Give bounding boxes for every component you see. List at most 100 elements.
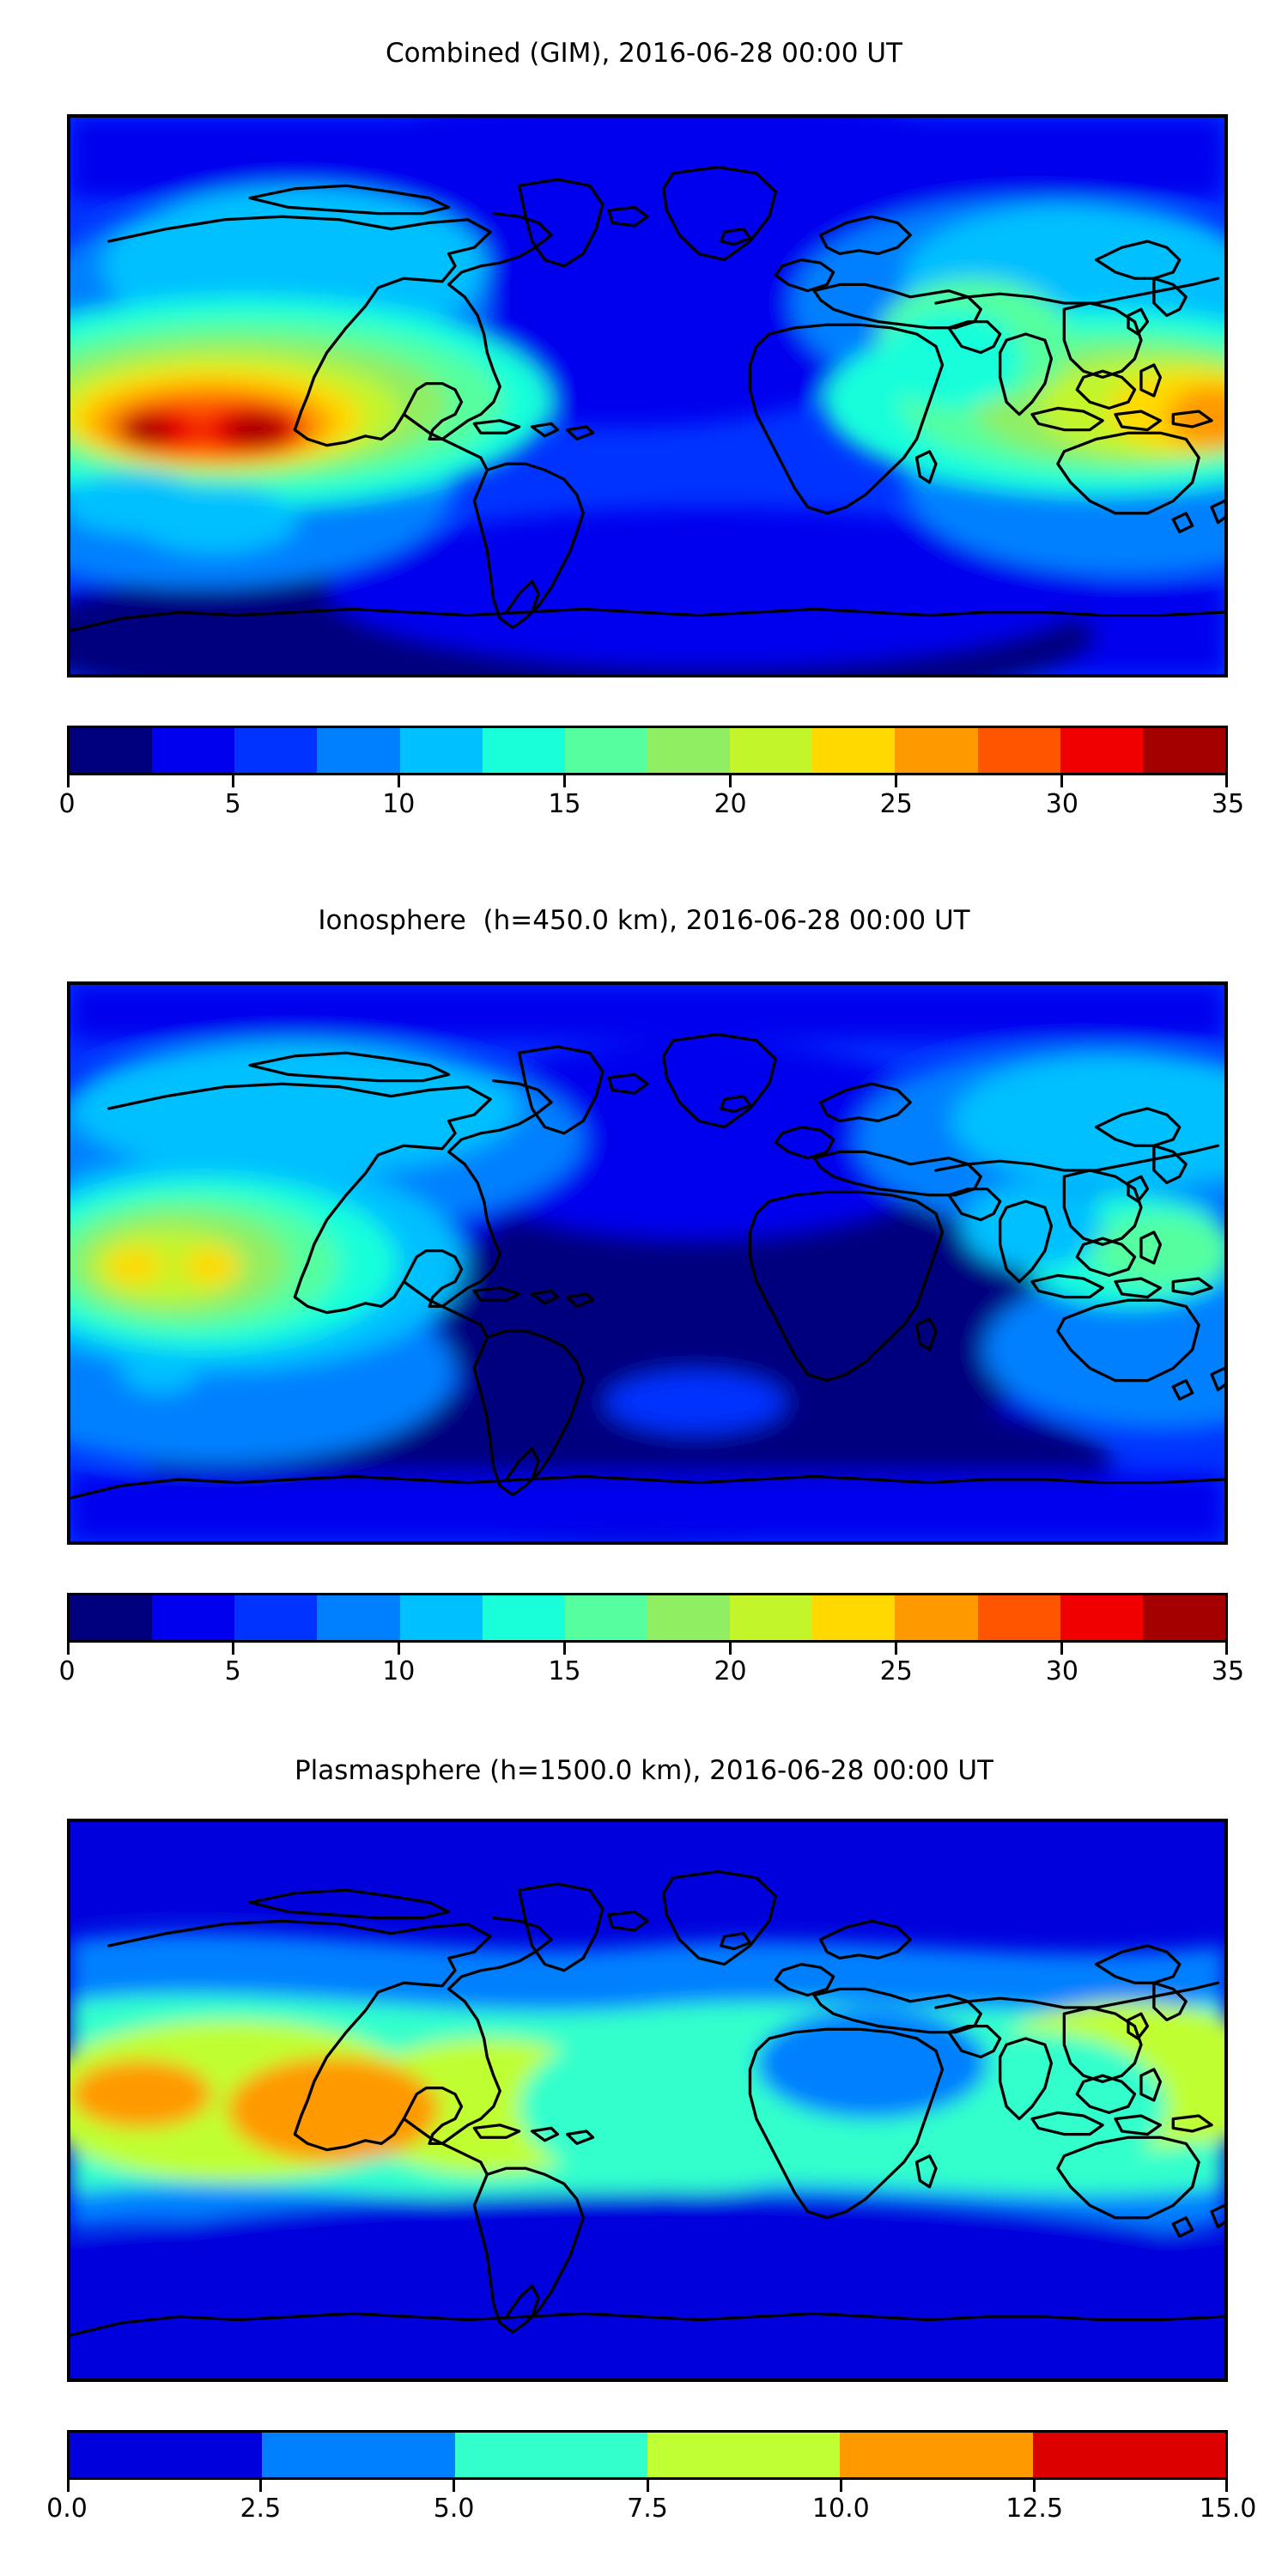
colorbar-plasmasphere-strip [67, 2430, 1228, 2480]
colorbar-plasmasphere: 0.0 2.5 5.0 7.5 10.0 12.5 15.0 [46, 2430, 1256, 2542]
colorbar-segment [70, 2433, 263, 2477]
panel-plasmasphere: Plasmasphere (h=1500.0 km), 2016-06-28 0… [0, 1735, 1288, 2576]
colorbar-tick [1225, 775, 1228, 787]
colorbar-segment [317, 1595, 400, 1640]
map-svg-combined [70, 118, 1224, 674]
colorbar-tick [562, 1643, 566, 1655]
colorbar-tick [1225, 2480, 1228, 2492]
panel-title-ionosphere: Ionosphere (h=450.0 km), 2016-06-28 00:0… [318, 905, 970, 936]
colorbar-segment [564, 1595, 647, 1640]
colorbar-tick-label: 25 [879, 789, 913, 819]
colorbar-tick [1060, 1643, 1064, 1655]
colorbar-tick-label: 0 [58, 1656, 76, 1686]
map-svg-ionosphere [70, 985, 1224, 1541]
colorbar-tick [1033, 2480, 1036, 2492]
colorbar-segment [730, 728, 813, 773]
colorbar-tick-label: 35 [1211, 1656, 1245, 1686]
colorbar-segment [152, 1595, 235, 1640]
map-plasmasphere [67, 1819, 1228, 2382]
colorbar-tick-label: 2.5 [240, 2494, 282, 2524]
colorbar-tick-label: 0 [58, 789, 76, 819]
colorbar-tick [895, 1643, 898, 1655]
colorbar-tick-label: 15.0 [1199, 2494, 1257, 2524]
colorbar-plasmasphere-axis: 0.0 2.5 5.0 7.5 10.0 12.5 15.0 [46, 2480, 1256, 2540]
colorbar-segment [812, 728, 896, 773]
colorbar-segment [317, 728, 400, 773]
colorbar-tick [397, 775, 400, 787]
panel-ionosphere: Ionosphere (h=450.0 km), 2016-06-28 00:0… [0, 867, 1288, 1735]
colorbar-segment [482, 1595, 565, 1640]
colorbar-segment [234, 728, 318, 773]
colorbar-segment [399, 1595, 483, 1640]
colorbar-tick-label: 5 [224, 1656, 241, 1686]
colorbar-tick [646, 2480, 649, 2492]
colorbar-segment [234, 1595, 318, 1640]
colorbar-tick [1060, 775, 1064, 787]
colorbar-combined-axis: 0 5 10 15 20 25 30 35 [58, 775, 1244, 835]
colorbar-segment [482, 728, 565, 773]
colorbar-tick-label: 10 [382, 789, 416, 819]
colorbar-tick [397, 1643, 400, 1655]
colorbar-tick-label: 5.0 [433, 2494, 475, 2524]
colorbar-segment [152, 728, 235, 773]
colorbar-segment [1060, 728, 1143, 773]
colorbar-tick [729, 1643, 732, 1655]
colorbar-tick-label: 5 [224, 789, 241, 819]
colorbar-tick [67, 1643, 70, 1655]
map-svg-plasmasphere [70, 1822, 1224, 2379]
colorbar-tick [729, 775, 732, 787]
colorbar-tick-label: 30 [1045, 1656, 1078, 1686]
colorbar-tick-label: 20 [714, 1656, 747, 1686]
colorbar-tick-label: 30 [1045, 789, 1078, 819]
colorbar-tick [67, 2480, 70, 2492]
colorbar-segment [399, 728, 483, 773]
colorbar-combined-strip [67, 726, 1228, 775]
colorbar-combined: 0 5 10 15 20 25 30 35 [58, 726, 1244, 837]
colorbar-tick [231, 775, 234, 787]
colorbar-segment [895, 728, 978, 773]
colorbar-segment [647, 2433, 841, 2477]
colorbar-segment [1032, 2433, 1225, 2477]
colorbar-tick-label: 12.5 [1005, 2494, 1064, 2524]
colorbar-segment [70, 1595, 153, 1640]
colorbar-segment [647, 728, 731, 773]
colorbar-segment [977, 1595, 1060, 1640]
colorbar-segment [840, 2433, 1033, 2477]
colorbar-tick [895, 775, 898, 787]
colorbar-tick [1225, 1643, 1228, 1655]
map-ionosphere [67, 981, 1228, 1545]
colorbar-tick [258, 2480, 262, 2492]
colorbar-tick-label: 0.0 [46, 2494, 88, 2524]
colorbar-segment [1142, 728, 1225, 773]
colorbar-segment [730, 1595, 813, 1640]
panel-combined-gim: Combined (GIM), 2016-06-28 00:00 UT [0, 0, 1288, 867]
colorbar-ionosphere-strip [67, 1593, 1228, 1643]
colorbar-segment [262, 2433, 455, 2477]
colorbar-segment [812, 1595, 896, 1640]
colorbar-tick-label: 25 [879, 1656, 913, 1686]
panel-title-plasmasphere: Plasmasphere (h=1500.0 km), 2016-06-28 0… [294, 1755, 993, 1786]
colorbar-tick [67, 775, 70, 787]
map-combined-gim [67, 114, 1228, 677]
colorbar-segment [1060, 1595, 1143, 1640]
colorbar-tick-label: 10.0 [811, 2494, 870, 2524]
panel-title-combined: Combined (GIM), 2016-06-28 00:00 UT [386, 38, 902, 69]
colorbar-tick-label: 15 [548, 789, 581, 819]
colorbar-segment [977, 728, 1060, 773]
colorbar-segment [1142, 1595, 1225, 1640]
colorbar-tick [453, 2480, 456, 2492]
colorbar-tick [839, 2480, 842, 2492]
colorbar-segment [647, 1595, 731, 1640]
colorbar-segment [895, 1595, 978, 1640]
colorbar-tick-label: 20 [714, 789, 747, 819]
colorbar-tick [231, 1643, 234, 1655]
colorbar-tick-label: 7.5 [627, 2494, 668, 2524]
colorbar-tick-label: 35 [1211, 789, 1245, 819]
colorbar-segment [70, 728, 153, 773]
colorbar-ionosphere-axis: 0 5 10 15 20 25 30 35 [58, 1643, 1244, 1703]
colorbar-ionosphere: 0 5 10 15 20 25 30 35 [58, 1593, 1244, 1704]
colorbar-segment [454, 2433, 647, 2477]
colorbar-tick-label: 10 [382, 1656, 416, 1686]
colorbar-tick [562, 775, 566, 787]
